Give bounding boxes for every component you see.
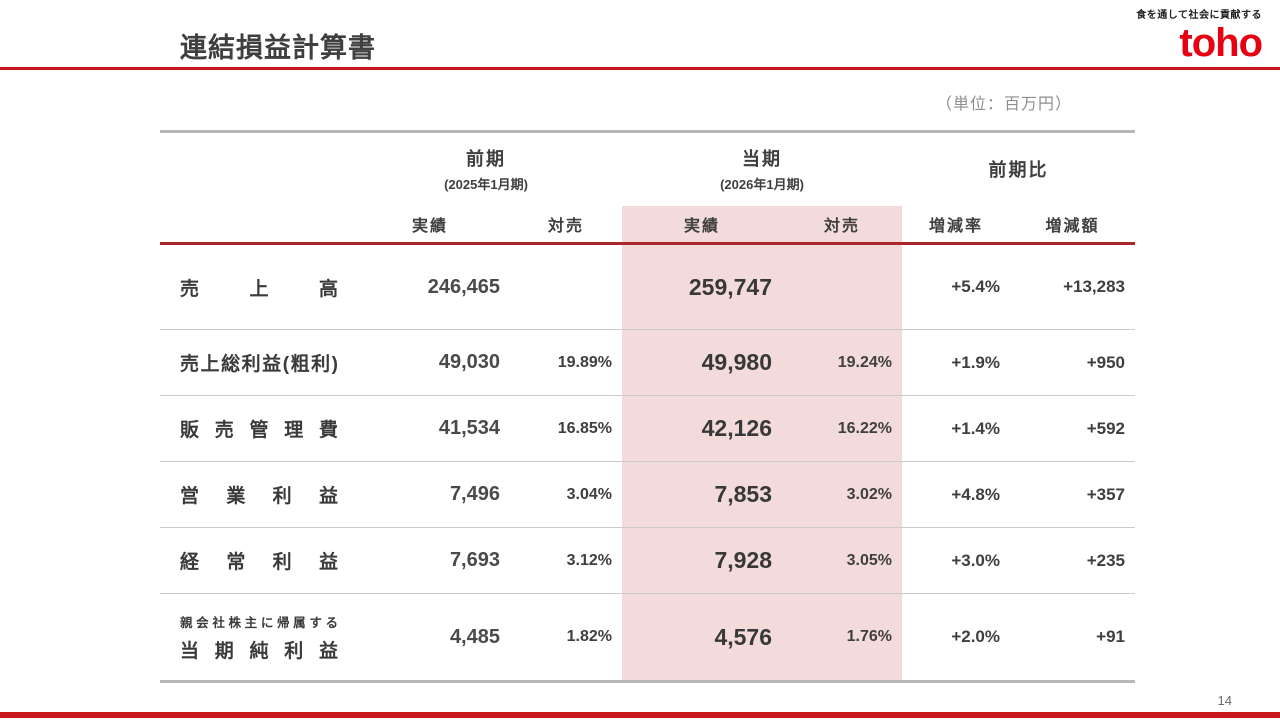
cell-change-rate: +4.8%	[902, 461, 1010, 528]
row-label: 営業利益	[180, 486, 338, 507]
bottom-accent-rule	[0, 712, 1280, 718]
row-label: 販売管理費	[180, 420, 338, 441]
sub-header-empty	[160, 205, 350, 245]
cell-cur-actual: 42,126	[622, 395, 782, 462]
logo-tagline: 食を通して社会に貢献する	[1136, 10, 1262, 21]
label-col-header	[160, 131, 350, 206]
prev-period-label: 前期	[466, 149, 506, 170]
row-label-cell: 販売管理費	[160, 395, 350, 462]
col-group-current-period: 当期 (2026年1月期)	[622, 131, 902, 206]
cell-cur-ratio: 3.05%	[782, 527, 902, 594]
cell-cur-ratio: 1.76%	[782, 593, 902, 683]
row-label-cell: 営業利益	[160, 461, 350, 528]
company-logo: 食を通して社会に貢献する toho	[1136, 6, 1263, 65]
row-label: 当期純利益	[180, 640, 338, 662]
sub-header-change-rate: 増減率	[902, 205, 1010, 245]
cell-change-amount: +91	[1010, 593, 1135, 683]
header-bar: 連結損益計算書 食を通して社会に貢献する toho	[0, 0, 1280, 70]
cell-prev-actual: 49,030	[350, 329, 510, 396]
unit-label: （単位：百万円）	[935, 96, 1072, 113]
sub-header-cur-ratio: 対売	[782, 205, 902, 245]
current-period-sublabel: (2026年1月期)	[720, 177, 804, 193]
cell-cur-actual: 4,576	[622, 593, 782, 683]
cell-change-amount: +592	[1010, 395, 1135, 462]
table-row-operating-income: 営業利益 7,496 3.04% 7,853 3.02% +4.8% +357	[160, 461, 1135, 528]
cell-prev-ratio: 3.12%	[510, 527, 622, 594]
cell-prev-actual: 246,465	[350, 243, 510, 330]
row-label: 経常利益	[180, 552, 338, 573]
sub-header-change-amount: 増減額	[1010, 205, 1135, 245]
table-row-net-sales: 売上高 246,465 259,747 +5.4% +13,283	[160, 243, 1135, 330]
cell-prev-actual: 41,534	[350, 395, 510, 462]
cell-prev-ratio: 16.85%	[510, 395, 622, 462]
col-group-yoy: 前期比	[902, 131, 1135, 206]
page-number: 14	[1217, 693, 1232, 708]
toho-logo: toho	[1179, 21, 1263, 65]
cell-prev-ratio: 3.04%	[510, 461, 622, 528]
cell-cur-ratio: 3.02%	[782, 461, 902, 528]
row-label-cell: 売上高	[160, 243, 350, 330]
table-row-gross-profit: 売上総利益(粗利) 49,030 19.89% 49,980 19.24% +1…	[160, 329, 1135, 396]
cell-cur-actual: 7,928	[622, 527, 782, 594]
cell-change-rate: +2.0%	[902, 593, 1010, 683]
cell-change-amount: +13,283	[1010, 243, 1135, 330]
cell-cur-actual: 7,853	[622, 461, 782, 528]
sub-header-prev-actual: 実績	[350, 205, 510, 245]
cell-change-amount: +357	[1010, 461, 1135, 528]
row-label-cell: 経常利益	[160, 527, 350, 594]
cell-prev-ratio: 1.82%	[510, 593, 622, 683]
col-group-prev-period: 前期 (2025年1月期)	[350, 131, 622, 206]
cell-prev-actual: 4,485	[350, 593, 510, 683]
page-title: 連結損益計算書	[180, 33, 376, 63]
cell-prev-actual: 7,693	[350, 527, 510, 594]
cell-change-amount: +235	[1010, 527, 1135, 594]
yoy-label: 前期比	[988, 160, 1049, 181]
table-row-ordinary-income: 経常利益 7,693 3.12% 7,928 3.05% +3.0% +235	[160, 527, 1135, 594]
cell-cur-ratio	[782, 243, 902, 330]
row-label: 売上高	[180, 278, 338, 300]
cell-change-rate: +1.9%	[902, 329, 1010, 396]
cell-change-amount: +950	[1010, 329, 1135, 396]
sub-header-cur-actual: 実績	[622, 205, 782, 245]
income-statement-table: 前期 (2025年1月期) 当期 (2026年1月期) 前期比 実績 対売 実績…	[160, 130, 1135, 683]
cell-change-rate: +1.4%	[902, 395, 1010, 462]
row-label-cell: 親会社株主に帰属する 当期純利益	[160, 593, 350, 683]
cell-change-rate: +5.4%	[902, 243, 1010, 330]
row-label-note: 親会社株主に帰属する	[180, 615, 338, 630]
table-row-net-income: 親会社株主に帰属する 当期純利益 4,485 1.82% 4,576 1.76%…	[160, 593, 1135, 683]
cell-change-rate: +3.0%	[902, 527, 1010, 594]
current-period-label: 当期	[742, 149, 782, 170]
row-label-cell: 売上総利益(粗利)	[160, 329, 350, 396]
cell-cur-ratio: 19.24%	[782, 329, 902, 396]
sub-header-row: 実績 対売 実績 対売 増減率 増減額	[160, 205, 1135, 245]
cell-cur-actual: 49,980	[622, 329, 782, 396]
row-label: 売上総利益(粗利)	[180, 354, 338, 375]
table-row-sga: 販売管理費 41,534 16.85% 42,126 16.22% +1.4% …	[160, 395, 1135, 462]
prev-period-sublabel: (2025年1月期)	[444, 177, 528, 193]
sub-header-prev-ratio: 対売	[510, 205, 622, 245]
cell-prev-actual: 7,496	[350, 461, 510, 528]
cell-prev-ratio: 19.89%	[510, 329, 622, 396]
column-group-row: 前期 (2025年1月期) 当期 (2026年1月期) 前期比	[160, 131, 1135, 206]
cell-cur-actual: 259,747	[622, 243, 782, 330]
cell-cur-ratio: 16.22%	[782, 395, 902, 462]
cell-prev-ratio	[510, 243, 622, 330]
